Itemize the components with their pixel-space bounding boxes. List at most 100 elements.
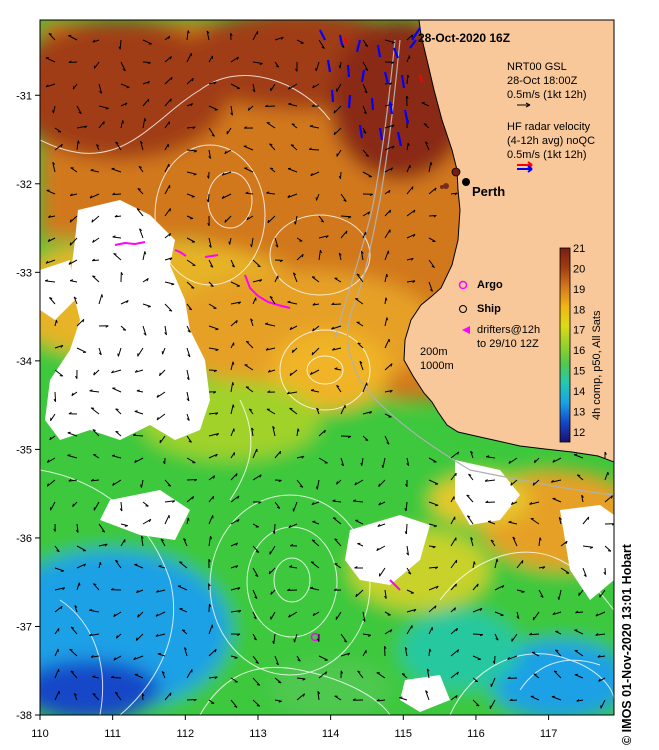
current-arrow-head (110, 587, 114, 591)
current-arrow (230, 301, 241, 305)
current-arrow-head (137, 614, 140, 618)
current-arrow (310, 171, 320, 177)
current-arrow-head (406, 463, 410, 466)
current-arrow (164, 143, 169, 151)
current-arrow (405, 523, 408, 535)
current-arrow (399, 697, 408, 701)
current-arrow-head (299, 485, 303, 488)
current-arrow (511, 501, 518, 506)
current-arrow-head (508, 460, 511, 464)
current-arrow (76, 545, 87, 552)
current-arrow (68, 61, 78, 63)
current-arrow (450, 537, 457, 547)
current-arrow-head (214, 649, 217, 653)
current-arrow (428, 566, 438, 569)
legend-nrt-arrow-icon (517, 102, 531, 108)
current-arrow-head (423, 123, 427, 125)
current-arrow (164, 163, 170, 173)
current-arrow (208, 237, 212, 248)
current-arrow (137, 611, 144, 618)
current-arrow-head (343, 199, 347, 202)
current-arrow-head (110, 675, 115, 678)
current-arrow (355, 589, 364, 598)
current-arrow (244, 364, 254, 371)
current-arrow (265, 105, 276, 107)
current-arrow-head (270, 591, 273, 595)
current-arrow-head (237, 587, 241, 590)
current-arrow (362, 171, 372, 178)
current-arrow (421, 102, 430, 107)
current-arrow-head (294, 221, 296, 225)
current-arrow (384, 167, 393, 173)
current-arrow (532, 479, 540, 486)
current-arrow-head (111, 167, 115, 170)
current-arrow-head (311, 104, 315, 107)
current-arrow-head (99, 90, 102, 94)
current-arrow (92, 693, 100, 701)
current-arrow (406, 280, 416, 283)
current-arrow (332, 347, 342, 351)
current-arrow (89, 609, 100, 613)
current-arrow-head (312, 612, 315, 616)
current-arrow (362, 231, 367, 239)
current-arrow-head (404, 508, 407, 512)
colorbar-tick-label: 19 (573, 284, 585, 296)
current-arrow (296, 479, 304, 488)
current-arrow-head (224, 150, 227, 154)
current-arrow (245, 192, 254, 195)
current-arrow-head (311, 561, 315, 563)
current-arrow-head (69, 242, 72, 246)
colorbar-tick-label: 12 (573, 427, 585, 439)
current-arrow (230, 542, 238, 547)
current-arrow-head (363, 111, 367, 115)
current-arrow (161, 671, 166, 679)
current-arrow-head (158, 565, 162, 567)
current-arrow-head (552, 459, 555, 463)
current-arrow-head (186, 377, 190, 381)
current-arrow (450, 496, 455, 503)
current-arrow (68, 35, 78, 41)
current-arrow-head (331, 326, 334, 330)
legend-argo-label: Argo (477, 279, 503, 291)
current-arrow-head (336, 481, 338, 485)
current-arrow (208, 55, 213, 63)
current-arrow (406, 164, 411, 173)
current-arrow-head (251, 427, 254, 431)
current-arrow (384, 646, 386, 657)
current-arrow (291, 123, 298, 129)
current-arrow-head (354, 482, 357, 486)
current-arrow (485, 479, 496, 482)
current-arrow-head (48, 215, 51, 218)
current-arrow-head (278, 681, 282, 684)
current-arrow (120, 325, 127, 331)
current-arrow-head (485, 500, 489, 503)
current-arrow (113, 253, 122, 261)
current-arrow (164, 281, 175, 285)
current-arrow-head (324, 429, 326, 434)
current-arrow-head (356, 273, 360, 276)
current-arrow (362, 633, 371, 636)
current-arrow (46, 479, 56, 487)
current-arrow-head (320, 220, 324, 223)
current-arrow-head (258, 501, 262, 504)
current-arrow-head (119, 508, 123, 512)
current-arrow-head (467, 515, 471, 518)
current-arrow-head (291, 123, 295, 125)
current-arrow-head (70, 670, 74, 673)
current-arrow (252, 567, 259, 577)
current-arrow-head (412, 234, 416, 237)
legend-drifters-line1: drifters@12h (477, 324, 540, 336)
current-arrow (356, 321, 364, 327)
current-arrow-head (321, 46, 325, 49)
current-arrow (230, 56, 239, 63)
current-arrow-head (211, 134, 215, 137)
y-tick-label: -31 (16, 90, 32, 102)
current-arrow (334, 368, 342, 371)
current-arrow-head (162, 461, 166, 465)
current-arrow-head (604, 451, 607, 455)
current-arrow (378, 479, 386, 487)
current-arrow-head (60, 606, 63, 610)
current-arrow (450, 627, 458, 635)
current-arrow-head (456, 671, 459, 675)
current-arrow (362, 411, 372, 415)
